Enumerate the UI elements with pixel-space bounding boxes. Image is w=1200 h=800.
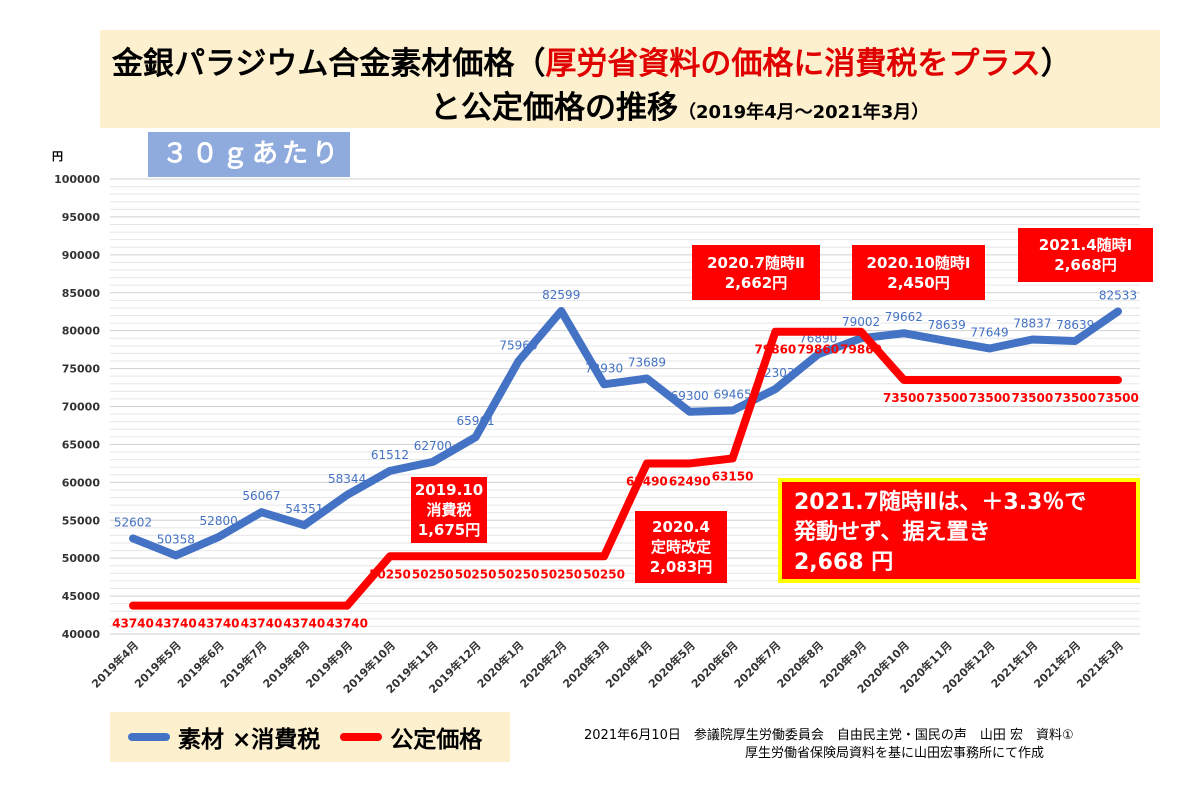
data-label: 73689: [628, 356, 666, 370]
title-box: 金銀パラジウム合金素材価格（厚労省資料の価格に消費税をプラス） と公定価格の推移…: [100, 30, 1160, 128]
callout-2019-10: 2019.10 消費税 1,675円: [411, 477, 487, 543]
data-label: 75966: [499, 338, 537, 352]
legend-swatch-red: [340, 733, 383, 741]
data-label: 56067: [242, 489, 280, 503]
data-label: 43740: [112, 617, 154, 631]
data-label: 69465: [713, 388, 751, 402]
data-label: 43740: [283, 617, 325, 631]
callout-2020-10: 2020.10随時Ⅰ 2,450円: [852, 245, 985, 300]
y-axis-unit: 円: [52, 150, 63, 163]
data-label: 73500: [926, 391, 968, 405]
data-label: 52800: [200, 514, 238, 528]
data-label: 43740: [155, 617, 197, 631]
y-tick-label: 80000: [62, 325, 101, 338]
data-label: 50250: [369, 567, 411, 581]
series-line-blue: [129, 306, 1122, 560]
legend-label-red: 公定価格: [390, 727, 483, 753]
data-label: 72930: [585, 361, 623, 375]
data-label: 50250: [498, 567, 540, 581]
data-label: 52602: [114, 515, 152, 529]
data-label: 79860: [755, 343, 797, 357]
data-label: 79860: [797, 343, 839, 357]
x-tick-label: 2021年3月: [1074, 638, 1127, 691]
data-label: 50358: [157, 532, 195, 546]
y-tick-label: 40000: [62, 628, 101, 641]
callout-2020-4: 2020.4 定時改定 2,083円: [635, 511, 727, 583]
data-label: 50250: [583, 567, 625, 581]
y-tick-label: 60000: [62, 476, 101, 489]
data-label: 62490: [626, 474, 668, 488]
legend-label-blue: 素材 ×消費税: [178, 727, 321, 753]
data-label: 77649: [970, 325, 1008, 339]
y-tick-label: 75000: [62, 363, 101, 376]
data-label: 78639: [1056, 318, 1094, 332]
y-tick-label: 90000: [62, 249, 101, 262]
data-label: 82599: [542, 288, 580, 302]
chart-title-line1: 金銀パラジウム合金素材価格（厚労省資料の価格に消費税をプラス）: [112, 46, 1072, 82]
data-label: 61512: [371, 448, 409, 462]
footer-line1: 2021年6月10日 参議院厚生労働委員会 自由民主党・国民の声 山田 宏 資料…: [584, 728, 1074, 743]
data-label: 62490: [669, 474, 711, 488]
data-label: 50250: [455, 567, 497, 581]
data-label: 62700: [414, 439, 452, 453]
callout-2020-7: 2020.7随時Ⅱ 2,662円: [692, 245, 820, 300]
footer-line2: 厚生労働省保険局資料を基に山田宏事務所にて作成: [745, 746, 1045, 761]
y-tick-label: 85000: [62, 287, 101, 300]
data-label: 79662: [885, 310, 923, 324]
y-tick-label: 50000: [62, 552, 101, 565]
data-label: 79002: [842, 315, 880, 329]
data-label: 43740: [326, 617, 368, 631]
data-label: 79860: [840, 343, 882, 357]
legend-swatch-blue: [128, 733, 170, 741]
y-tick-label: 70000: [62, 401, 101, 414]
data-label: 73500: [1054, 391, 1096, 405]
data-label: 43740: [198, 617, 240, 631]
data-label: 82533: [1099, 288, 1137, 302]
data-label: 78639: [928, 318, 966, 332]
unit-label: ３０ｇあたり: [148, 132, 350, 177]
data-label: 78837: [1013, 316, 1051, 330]
y-tick-label: 45000: [62, 590, 101, 603]
data-label: 54351: [285, 502, 323, 516]
data-label: 43740: [241, 617, 283, 631]
data-label: 73500: [969, 391, 1011, 405]
callout-2021-4: 2021.4随時Ⅰ 2,668円: [1018, 228, 1153, 282]
chart-title-line2: と公定価格の推移（2019年4月～2021年3月）: [430, 90, 930, 126]
legend: 素材 ×消費税 公定価格: [110, 712, 510, 762]
callout-2021-7: 2021.7随時Ⅱは、＋3.3％で 発動せず、据え置き 2,668 円: [778, 478, 1140, 583]
y-tick-label: 65000: [62, 438, 101, 451]
data-label: 73500: [1097, 391, 1139, 405]
data-label: 73500: [883, 391, 925, 405]
y-tick-label: 95000: [62, 211, 101, 224]
y-tick-label: 100000: [54, 173, 100, 186]
data-label: 50250: [540, 567, 582, 581]
data-label: 69300: [671, 389, 709, 403]
data-label: 65961: [457, 414, 495, 428]
data-label: 58344: [328, 472, 366, 486]
series-line-red: [129, 327, 1122, 610]
data-label: 73500: [1011, 391, 1053, 405]
data-label: 63150: [712, 469, 754, 483]
data-label: 50250: [412, 567, 454, 581]
y-tick-label: 55000: [62, 514, 101, 527]
